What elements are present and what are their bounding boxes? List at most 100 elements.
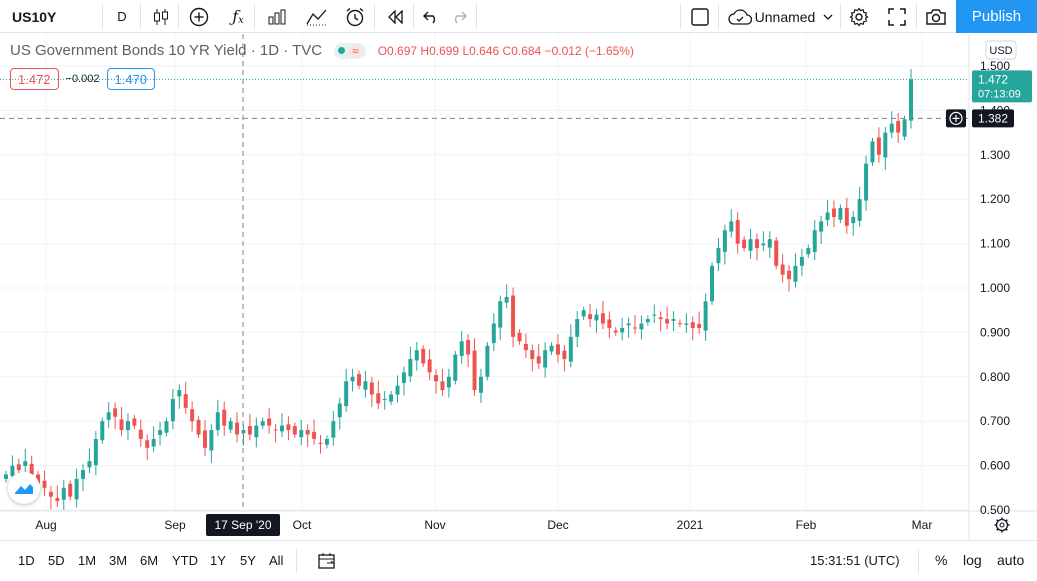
x-axis-tick-label: Oct [293, 518, 312, 532]
range-button-1y[interactable]: 1Y [210, 553, 226, 568]
candle [902, 115, 907, 141]
high-label: H [420, 43, 430, 58]
candle [93, 430, 98, 476]
candle [196, 416, 201, 439]
range-button-5y[interactable]: 5Y [240, 553, 256, 568]
y-axis-tick-label: 1.000 [980, 281, 1010, 295]
gear-icon[interactable] [846, 0, 872, 33]
range-button-6m[interactable]: 6M [140, 553, 159, 568]
alert-clock-icon[interactable] [341, 0, 369, 33]
redo-icon[interactable] [448, 0, 470, 33]
svg-text:1.382: 1.382 [978, 111, 1008, 125]
candle [478, 368, 483, 403]
candle [331, 410, 336, 446]
candle [819, 215, 824, 245]
candle [787, 264, 792, 292]
close-value: 0.684 [511, 43, 542, 58]
candle [575, 311, 580, 348]
layout-name[interactable]: Unnamed [754, 8, 816, 25]
candle [363, 371, 368, 398]
bar-chart-icon[interactable] [264, 0, 290, 33]
symbol-search-button[interactable]: US10Y [12, 8, 57, 25]
replay-icon[interactable] [383, 0, 409, 33]
candle [280, 413, 284, 438]
candle [305, 424, 310, 447]
candles-layer [4, 69, 913, 510]
toolbar-divider [140, 4, 141, 29]
candle [369, 376, 374, 407]
candle [87, 448, 92, 474]
candle [626, 317, 631, 338]
price-chart[interactable]: 1.5001.4001.3001.2001.1001.0000.9000.800… [0, 34, 1037, 540]
candle [658, 311, 663, 332]
candle [594, 308, 599, 333]
sell-price-box[interactable]: 1.472 [10, 68, 59, 90]
candle [318, 434, 323, 454]
range-button-1d[interactable]: 1D [18, 553, 35, 568]
range-button-5d[interactable]: 5D [48, 553, 65, 568]
candle [697, 311, 702, 334]
range-button-1m[interactable]: 1M [78, 553, 97, 568]
market-open-dot-icon [338, 47, 346, 54]
candle [774, 236, 779, 270]
fullscreen-icon[interactable] [884, 0, 910, 33]
utc-clock[interactable]: 15:31:51 (UTC) [810, 553, 900, 568]
candle [825, 200, 830, 226]
range-button-all[interactable]: All [269, 553, 284, 568]
x-axis-tick-label: Sep [164, 518, 186, 532]
range-button-3m[interactable]: 3M [109, 553, 128, 568]
candle [831, 200, 836, 228]
candle [446, 368, 451, 398]
candle [633, 315, 637, 334]
crosshair-price-label: 1.382 [972, 109, 1014, 128]
x-axis-tick-label: 2021 [677, 518, 704, 532]
camera-icon[interactable] [922, 0, 950, 33]
candle [4, 470, 8, 483]
auto-scale-toggle[interactable]: auto [997, 552, 1025, 568]
toolbar-divider [178, 4, 179, 29]
ohlc-values: O0.697 H0.699 L0.646 C0.684 −0.012 (−1.6… [378, 44, 634, 58]
candles-icon[interactable] [148, 0, 174, 33]
x-axis-tick-label: Aug [35, 518, 56, 532]
buy-price-box[interactable]: 1.470 [106, 68, 156, 90]
x-axis-tick-label: Mar [912, 518, 933, 532]
toolbar-divider [413, 4, 414, 29]
candle [652, 304, 657, 324]
log-scale-toggle[interactable]: log [963, 552, 982, 568]
candle [170, 388, 175, 430]
candle [523, 333, 528, 359]
candle [61, 479, 66, 510]
compare-icon[interactable] [303, 0, 331, 33]
last-price-label: 1.472 07:13:09 [972, 70, 1032, 103]
candle [299, 419, 304, 446]
crosshair-date-label: 17 Sep '20 [206, 514, 280, 536]
candle [434, 369, 439, 394]
chevron-down-icon[interactable] [820, 0, 836, 33]
candle [543, 342, 548, 378]
add-indicator-icon[interactable] [186, 0, 212, 33]
x-axis-tick-label: Dec [547, 518, 568, 532]
range-button-ytd[interactable]: YTD [172, 553, 198, 568]
candle [132, 414, 137, 430]
candle [292, 422, 297, 439]
candle [350, 368, 355, 392]
market-status-pill[interactable]: ≈ [334, 42, 366, 59]
percent-scale-toggle[interactable]: % [935, 552, 948, 568]
candle [48, 486, 53, 510]
undo-icon[interactable] [420, 0, 442, 33]
interval-button[interactable]: D [117, 9, 127, 24]
high-value: 0.699 [429, 43, 460, 58]
candle [286, 416, 291, 441]
candle [215, 399, 220, 436]
candle [273, 423, 278, 443]
fullscreen-icon-square[interactable] [688, 0, 712, 33]
chart-overlay [0, 34, 968, 511]
low-value: 0.646 [469, 43, 500, 58]
candle [677, 319, 682, 328]
tradingview-logo-button[interactable] [8, 472, 40, 504]
publish-button[interactable]: Publish [956, 0, 1037, 33]
calendar-goto-icon[interactable] [318, 552, 336, 575]
candle [511, 287, 516, 348]
candle [870, 137, 875, 166]
